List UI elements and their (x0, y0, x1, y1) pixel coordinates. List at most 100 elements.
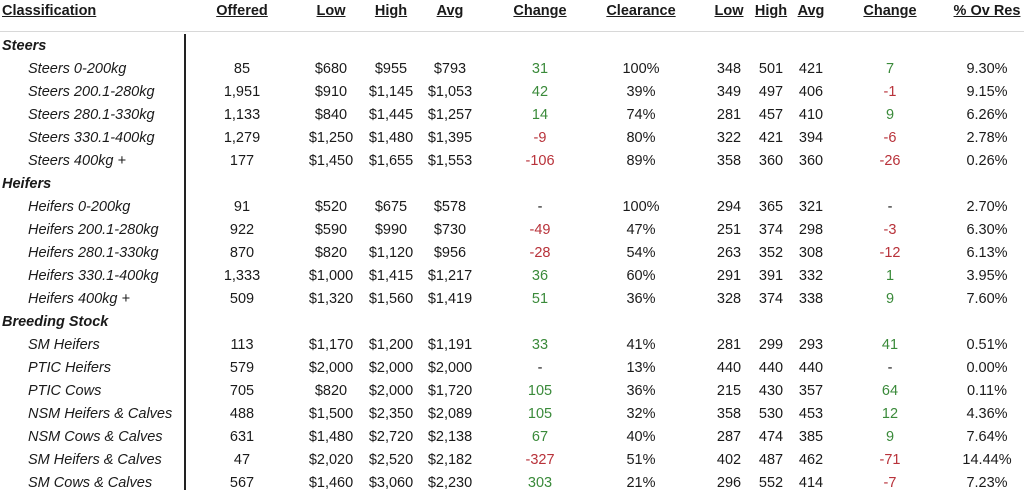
ckg-low-cell: 294 (716, 199, 742, 215)
ov-res-cell: 2.70% (966, 199, 1008, 215)
high-cell: $2,350 (368, 406, 414, 422)
ckg-low-cell: 215 (716, 383, 742, 399)
header-change[interactable]: Change (513, 3, 567, 19)
ckg-low-cell: 349 (716, 84, 742, 100)
ov-res-cell: 6.26% (966, 107, 1008, 123)
header-high[interactable]: High (374, 3, 408, 19)
high-cell: $2,000 (368, 383, 414, 399)
section-title: Steers (2, 38, 47, 54)
classification-cell: NSM Cows & Calves (28, 429, 163, 445)
ckg-change-cell: - (887, 360, 893, 376)
classification-cell: SM Heifers (28, 337, 100, 353)
avg-cell: $2,138 (427, 429, 473, 445)
table-row: Heifers 0-200kg 91 $520 $675 $578 - 100% 294 365… (0, 196, 1024, 219)
change-cell: 33 (531, 337, 549, 353)
ckg-low-cell: 296 (716, 475, 742, 491)
ckg-avg-cell: 321 (798, 199, 824, 215)
ckg-high-cell: 457 (758, 107, 784, 123)
ckg-high-cell: 440 (758, 360, 784, 376)
table-row: SM Heifers 113 $1,170 $1,200 $1,191 33 41% 281 2… (0, 334, 1024, 357)
classification-cell: Heifers 280.1-330kg (28, 245, 159, 261)
clearance-cell: 13% (626, 360, 656, 376)
classification-cell: Steers 280.1-330kg (28, 107, 155, 123)
clearance-cell: 32% (626, 406, 656, 422)
change-cell: -327 (525, 452, 555, 468)
header-ckg-avg[interactable]: Avg (797, 3, 825, 19)
ckg-avg-cell: 414 (798, 475, 824, 491)
ov-res-cell: 0.00% (966, 360, 1008, 376)
ov-res-cell: 2.78% (966, 130, 1008, 146)
high-cell: $1,120 (368, 245, 414, 261)
ckg-avg-cell: 410 (798, 107, 824, 123)
clearance-cell: 36% (626, 383, 656, 399)
clearance-cell: 89% (626, 153, 656, 169)
offered-cell: 1,133 (223, 107, 261, 123)
avg-cell: $1,395 (427, 130, 473, 146)
header-ckg-change[interactable]: Change (863, 3, 917, 19)
ckg-low-cell: 281 (716, 107, 742, 123)
classification-cell: Steers 330.1-400kg (28, 130, 155, 146)
offered-cell: 579 (229, 360, 255, 376)
high-cell: $1,655 (368, 153, 414, 169)
ckg-high-cell: 487 (758, 452, 784, 468)
header-clearance[interactable]: Clearance (606, 3, 676, 19)
header-ckg-high[interactable]: High (754, 3, 788, 19)
header-ov-res[interactable]: % Ov Res (953, 3, 1021, 19)
ckg-change-cell: 1 (885, 268, 895, 284)
classification-cell: Steers 400kg + (28, 153, 126, 169)
change-cell: - (537, 360, 543, 376)
high-cell: $2,000 (368, 360, 414, 376)
high-cell: $2,720 (368, 429, 414, 445)
low-cell: $2,020 (308, 452, 354, 468)
ckg-change-cell: -12 (879, 245, 901, 261)
ckg-avg-cell: 332 (798, 268, 824, 284)
clearance-cell: 80% (626, 130, 656, 146)
ckg-change-cell: -1 (883, 84, 897, 100)
ckg-high-cell: 374 (758, 222, 784, 238)
header-classification[interactable]: Classification (2, 3, 97, 19)
ckg-high-cell: 352 (758, 245, 784, 261)
header-divider (0, 31, 1024, 32)
ov-res-cell: 0.51% (966, 337, 1008, 353)
avg-cell: $1,217 (427, 268, 473, 284)
clearance-cell: 41% (626, 337, 656, 353)
ckg-avg-cell: 421 (798, 61, 824, 77)
low-cell: $1,170 (308, 337, 354, 353)
ckg-low-cell: 291 (716, 268, 742, 284)
offered-cell: 85 (233, 61, 251, 77)
low-cell: $1,000 (308, 268, 354, 284)
table-row: PTIC Cows 705 $820 $2,000 $1,720 105 36% 215 430… (0, 380, 1024, 403)
table-row: NSM Cows & Calves 631 $1,480 $2,720 $2,138 67… (0, 426, 1024, 449)
offered-cell: 177 (229, 153, 255, 169)
header-avg[interactable]: Avg (436, 3, 464, 19)
header-ckg-low[interactable]: Low (714, 3, 744, 19)
ckg-low-cell: 358 (716, 406, 742, 422)
ov-res-cell: 9.15% (966, 84, 1008, 100)
ckg-change-cell: 9 (885, 291, 895, 307)
ckg-change-cell: -71 (879, 452, 901, 468)
ckg-low-cell: 281 (716, 337, 742, 353)
low-cell: $840 (314, 107, 348, 123)
ckg-high-cell: 530 (758, 406, 784, 422)
clearance-cell: 47% (626, 222, 656, 238)
clearance-cell: 40% (626, 429, 656, 445)
ov-res-cell: 6.30% (966, 222, 1008, 238)
clearance-cell: 39% (626, 84, 656, 100)
ckg-low-cell: 440 (716, 360, 742, 376)
table-row: NSM Heifers & Calves 488 $1,500 $2,350 $2,08… (0, 403, 1024, 426)
change-cell: -9 (533, 130, 547, 146)
offered-cell: 91 (233, 199, 251, 215)
ckg-avg-cell: 293 (798, 337, 824, 353)
avg-cell: $1,553 (427, 153, 473, 169)
ckg-high-cell: 299 (758, 337, 784, 353)
ckg-avg-cell: 338 (798, 291, 824, 307)
offered-cell: 113 (230, 337, 254, 353)
header-low[interactable]: Low (316, 3, 346, 19)
ov-res-cell: 7.60% (966, 291, 1008, 307)
ckg-change-cell: 9 (885, 107, 895, 123)
classification-cell: SM Heifers & Calves (28, 452, 162, 468)
header-offered[interactable]: Offered (216, 3, 268, 19)
ckg-low-cell: 358 (716, 153, 742, 169)
ov-res-cell: 3.95% (966, 268, 1008, 284)
